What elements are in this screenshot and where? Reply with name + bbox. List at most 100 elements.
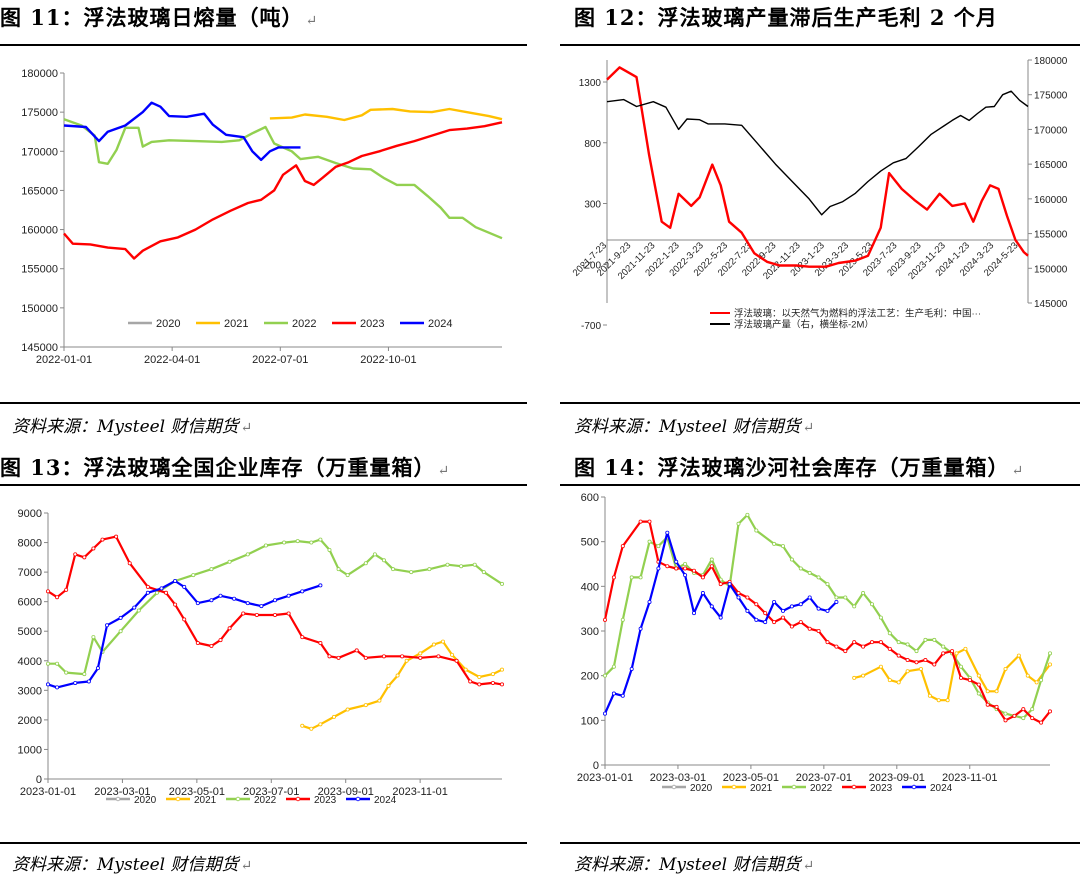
- series-point-2023: [241, 611, 246, 616]
- legend-label-2021: 2021: [194, 795, 217, 806]
- series-point-2023: [1030, 716, 1035, 721]
- y-tick-label: 300: [581, 626, 599, 638]
- panel-fig12: 图 12：浮法玻璃产量滞后生产毛利 2 个月 -700 -200 300 800 130…: [550, 0, 1080, 440]
- series-line-2022: [63, 118, 503, 240]
- series-point-2021: [386, 683, 391, 688]
- fig14-title: 图 14：浮法玻璃沙河社会库存（万重量箱） ↵: [574, 452, 1024, 482]
- right-tick-label: 145000: [1034, 299, 1068, 310]
- series-point-2022: [603, 673, 608, 678]
- fig13-title-text: 图 13：浮法玻璃全国企业库存（万重量箱）: [0, 455, 436, 480]
- series-point-2022: [227, 559, 232, 564]
- series-point-2023: [218, 638, 223, 643]
- x-tick-label: 2022-01-01: [36, 354, 92, 366]
- y-tick-label: 165000: [21, 185, 58, 197]
- return-mark: ↵: [802, 858, 815, 874]
- series-point-2023: [878, 640, 883, 645]
- series-point-2023: [1039, 720, 1044, 725]
- series-point-2022: [82, 672, 87, 677]
- x-tick-label: 2023-05-01: [723, 772, 779, 784]
- fig12-chart: -700 -200 300 800 1300 145000 150000 155000 1600…: [571, 56, 1068, 332]
- y-tick-label: 8000: [18, 538, 42, 550]
- legend-marker-2020: [115, 796, 121, 802]
- fig14-title-text: 图 14：浮法玻璃沙河社会库存（万重量箱）: [574, 455, 1010, 480]
- fig11-source-text: 资料来源：Mysteel 财信期货: [12, 417, 239, 437]
- legend-marker-2022: [235, 796, 241, 802]
- x-tick-label: 2023-09-01: [869, 772, 925, 784]
- series-point-2023: [932, 662, 937, 667]
- right-tick-label: 150000: [1034, 264, 1068, 275]
- series-point-2024: [780, 608, 785, 613]
- series-point-2023: [754, 602, 759, 607]
- series-line-2021: [269, 107, 503, 122]
- series-point-2023: [887, 646, 892, 651]
- series-point-2023: [182, 617, 187, 622]
- fig14-bottom-rule: [560, 842, 1080, 844]
- x-tick-label: 2023-01-01: [20, 786, 76, 798]
- series-point-2021: [878, 664, 883, 669]
- series-point-2023: [798, 620, 803, 625]
- y-tick-label: 175000: [21, 107, 58, 119]
- series-point-2021: [976, 673, 981, 678]
- series-point-2022: [409, 570, 414, 575]
- series-point-2022: [656, 544, 661, 549]
- series-point-2022: [647, 539, 652, 544]
- series-point-2024: [718, 615, 723, 620]
- series-line-2021: [301, 640, 503, 730]
- fig11-title-text: 图 11：浮法玻璃日熔量（吨）: [0, 5, 304, 30]
- series-point-2023: [418, 655, 423, 660]
- series-point-2024: [647, 599, 652, 604]
- series-point-2022: [611, 664, 616, 669]
- y-tick-label: 155000: [21, 264, 58, 276]
- series-point-2024: [318, 583, 323, 588]
- series-point-2024: [286, 593, 291, 598]
- right-tick-label: 165000: [1034, 160, 1068, 171]
- series-point-2022: [780, 544, 785, 549]
- return-mark: ↵: [240, 858, 253, 874]
- left-tick-label: 300: [584, 200, 601, 211]
- y-tick-label: 6000: [18, 597, 42, 609]
- y-tick-label: 5000: [18, 626, 42, 638]
- series-point-2021: [945, 698, 950, 703]
- series-point-2021: [985, 689, 990, 694]
- series-point-2022: [976, 691, 981, 696]
- legend-label-2024: 2024: [930, 783, 953, 794]
- series-point-2022: [136, 608, 141, 613]
- fig12-source: 资料来源：Mysteel 财信期货 ↵: [574, 412, 814, 437]
- series-point-2023: [611, 575, 616, 580]
- legend-label-2021: 2021: [224, 318, 248, 330]
- series-point-2024: [691, 611, 696, 616]
- legend-marker-2020: [671, 784, 677, 790]
- series-point-2022: [295, 539, 300, 544]
- return-mark: ↵: [240, 420, 253, 436]
- series-point-2024: [772, 599, 777, 604]
- series-point-2022: [807, 570, 812, 575]
- series-line-margin: [606, 66, 1029, 268]
- legend-label-2022: 2022: [254, 795, 277, 806]
- y-tick-label: 100: [581, 715, 599, 727]
- fig13-source: 资料来源：Mysteel 财信期货 ↵: [12, 850, 252, 875]
- series-point-2023: [400, 654, 405, 659]
- return-mark: ↵: [437, 463, 451, 479]
- series-point-2024: [700, 591, 705, 596]
- panel-fig13: 图 13：浮法玻璃全国企业库存（万重量箱） ↵ 0 1000 2000 3000 4000…: [0, 440, 530, 875]
- series-point-2022: [825, 582, 830, 587]
- series-point-2021: [404, 658, 409, 663]
- fig14-top-rule: [560, 484, 1080, 486]
- right-tick-label: 170000: [1034, 125, 1068, 136]
- series-point-2022: [427, 567, 432, 572]
- series-point-2024: [754, 617, 759, 622]
- series-point-2024: [789, 604, 794, 609]
- series-point-2023: [603, 617, 608, 622]
- left-tick-label: 1300: [579, 78, 602, 89]
- series-point-2024: [73, 680, 78, 685]
- left-tick-label: 800: [584, 139, 601, 150]
- series-point-2023: [354, 648, 359, 653]
- series-point-2024: [825, 608, 830, 613]
- right-tick-label: 155000: [1034, 230, 1068, 241]
- series-point-2023: [1003, 718, 1008, 723]
- y-tick-label: 7000: [18, 567, 42, 579]
- series-point-2023: [436, 654, 441, 659]
- series-point-2023: [114, 534, 119, 539]
- series-point-2024: [620, 693, 625, 698]
- series-line-2024: [63, 101, 301, 162]
